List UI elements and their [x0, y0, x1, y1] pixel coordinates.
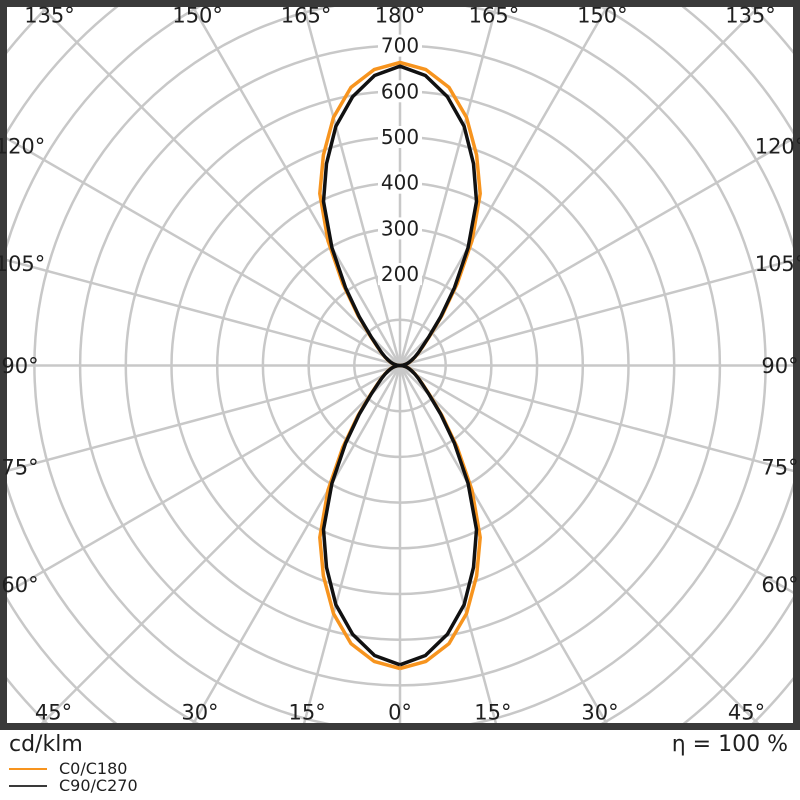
grid-radial-line: [7, 364, 401, 473]
series-curve-c90-c270: [321, 64, 479, 667]
legend-row: C90/C270: [9, 777, 138, 794]
grid-radial-line: [399, 364, 760, 723]
angle-label: 75°: [1, 456, 38, 480]
legend-line-swatch: [9, 784, 47, 787]
angle-label: 150°: [577, 3, 628, 27]
angle-label: 165°: [469, 3, 520, 27]
grid-radial-line: [302, 7, 402, 366]
ring-label: 500: [381, 125, 419, 149]
efficiency-label: η = 100 %: [671, 732, 788, 757]
angle-label: 120°: [755, 134, 800, 158]
plot-frame: [0, 0, 800, 730]
grid-radial-line: [191, 7, 402, 367]
grid-ring: [33, 7, 767, 723]
grid-radial-line: [7, 137, 401, 367]
ring-label-bg: [378, 263, 422, 286]
angle-label: 15°: [474, 700, 511, 724]
grid-radial-line: [192, 364, 402, 723]
ring-label: 300: [381, 216, 419, 240]
grid-ring: [353, 318, 447, 413]
grid-radial-line: [398, 364, 608, 723]
ring-label: 700: [381, 34, 419, 58]
angle-label: 60°: [1, 573, 38, 597]
ring-label-bg: [378, 171, 422, 194]
angle-label: 135°: [725, 3, 776, 27]
angle-label: 105°: [0, 252, 45, 276]
ring-label-bg: [378, 80, 422, 103]
angle-label: 15°: [289, 700, 326, 724]
grid-radial-line: [7, 364, 401, 594]
ring-label: 400: [381, 171, 419, 195]
ring-label: 200: [381, 262, 419, 286]
angle-label: 30°: [581, 700, 618, 724]
grid-radial-line: [40, 364, 401, 723]
ring-label-bg: [378, 217, 422, 240]
angle-label: 0°: [388, 700, 412, 724]
angle-label: 105°: [755, 252, 800, 276]
units-label: cd/klm: [9, 732, 83, 757]
grid-radial-line: [39, 7, 401, 367]
angle-label: 135°: [24, 3, 75, 27]
angle-label: 180°: [375, 3, 426, 27]
grid-radial-line: [399, 364, 793, 473]
angle-label: 75°: [761, 456, 798, 480]
grid-radial-line: [398, 7, 498, 366]
grid-radial-line: [302, 365, 402, 723]
ring-label: 600: [381, 79, 419, 103]
angle-label: 165°: [281, 3, 332, 27]
grid-radial-line: [7, 258, 401, 367]
angle-label: 90°: [761, 354, 798, 378]
legend-line-swatch: [9, 767, 47, 770]
angle-label: 45°: [35, 700, 72, 724]
angle-label: 30°: [181, 700, 218, 724]
legend-label: C0/C180: [59, 759, 128, 778]
legend: C0/C180 C90/C270: [9, 760, 138, 794]
grid-radial-line: [398, 7, 609, 367]
angle-label: 60°: [761, 573, 798, 597]
ring-label-bg: [378, 126, 422, 148]
grid-radial-line: [399, 364, 793, 594]
grid-radial-line: [399, 137, 793, 367]
angle-label: 90°: [1, 354, 38, 378]
angle-label: 120°: [0, 134, 45, 158]
legend-row: C0/C180: [9, 760, 138, 777]
grid-radial-line: [399, 7, 761, 367]
legend-label: C90/C270: [59, 776, 138, 795]
angle-label: 45°: [728, 700, 765, 724]
grid-radial-line: [398, 365, 498, 723]
grid-radial-line: [399, 258, 793, 367]
angle-label: 150°: [172, 3, 223, 27]
ring-label-bg: [378, 34, 422, 57]
